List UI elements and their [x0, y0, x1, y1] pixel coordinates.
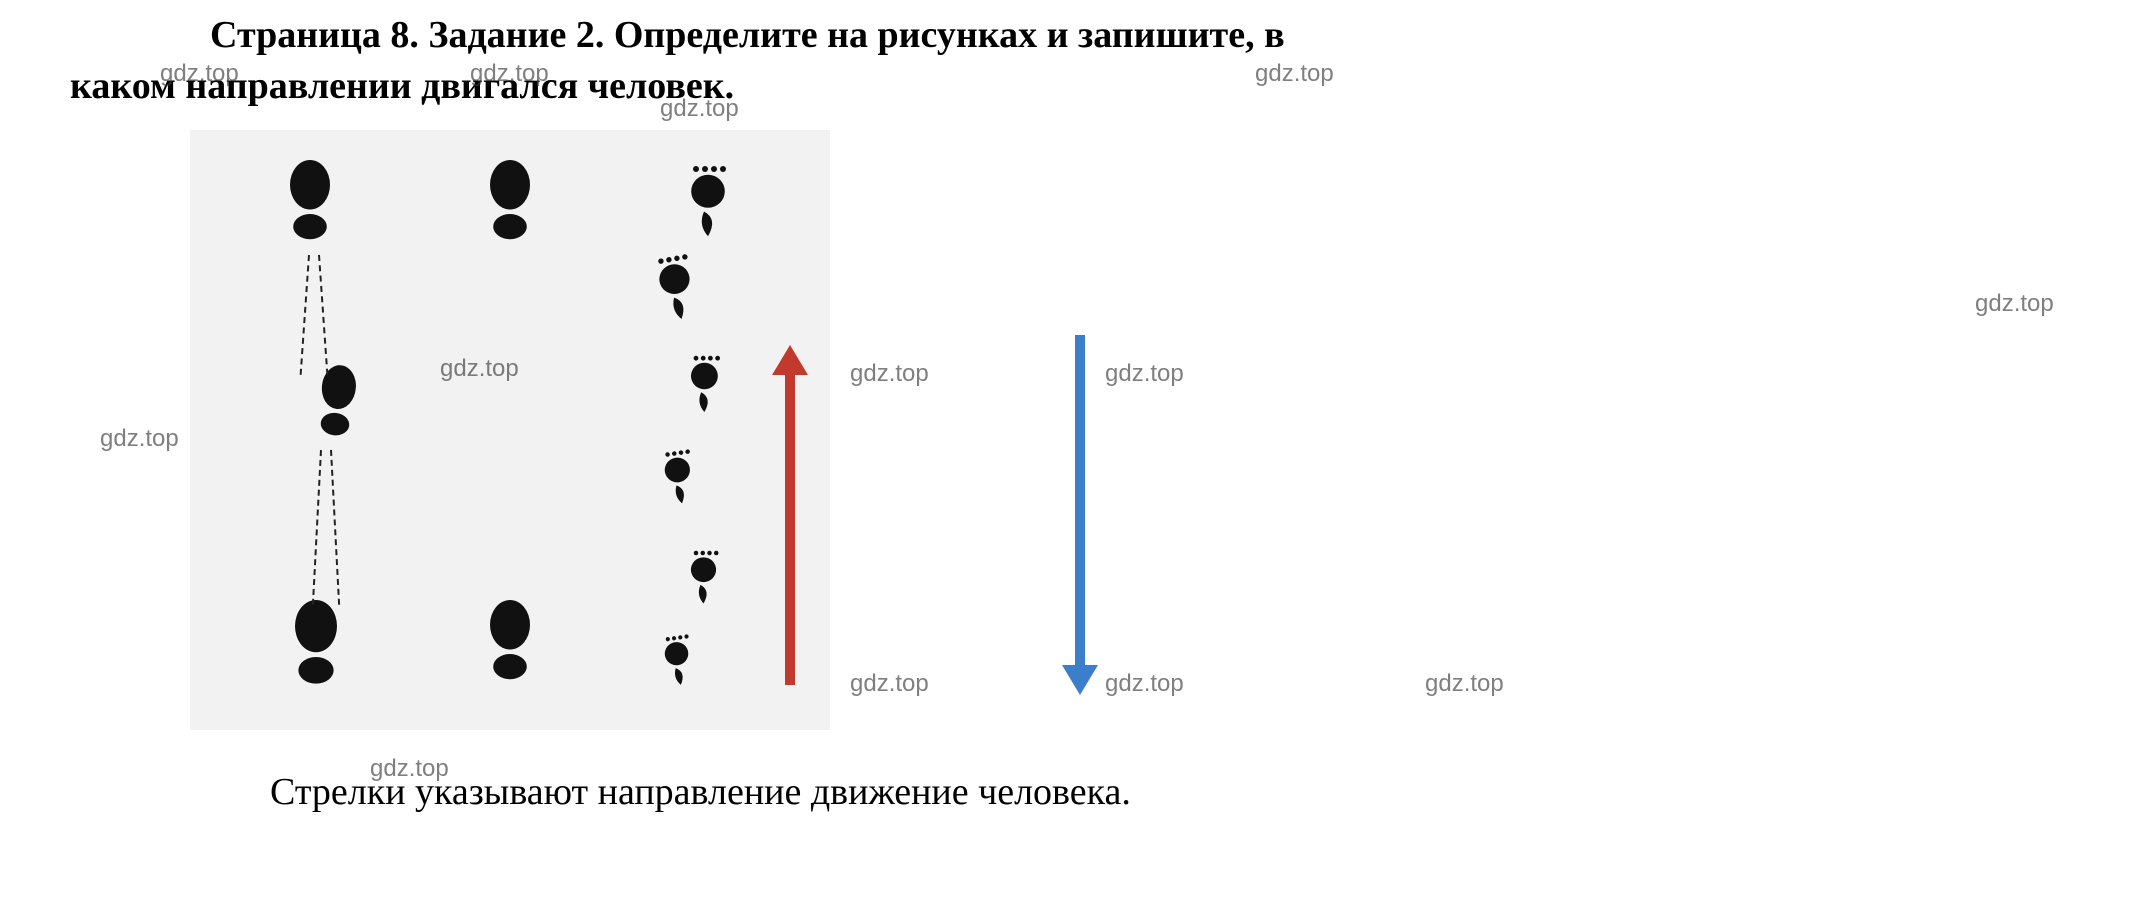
bare-footprint	[690, 550, 720, 606]
shoe-print	[295, 600, 337, 695]
watermark-text: gdz.top	[1105, 670, 1184, 698]
watermark-text: gdz.top	[1425, 670, 1504, 698]
task-heading: Страница 8. Задание 2. Определите на рис…	[70, 10, 2060, 113]
heading-line2: каком направлении двигался человек.	[70, 65, 734, 107]
page-root: Страница 8. Задание 2. Определите на рис…	[0, 0, 2131, 921]
footprint-figure	[190, 130, 830, 730]
figure-caption: Стрелки указывают направление движение ч…	[270, 770, 1131, 814]
bare-footprint	[661, 633, 696, 689]
watermark-text: gdz.top	[850, 670, 929, 698]
bare-footprint	[690, 355, 722, 415]
watermark-text: gdz.top	[100, 425, 179, 453]
shoe-print	[290, 160, 330, 250]
watermark-text: gdz.top	[850, 360, 929, 388]
bare-footprint	[690, 165, 730, 240]
shoe-print	[316, 363, 358, 446]
watermark-text: gdz.top	[1105, 360, 1184, 388]
shoe-print	[490, 600, 530, 690]
bare-footprint	[661, 448, 699, 508]
drag-line	[330, 450, 340, 605]
heading-line1: Страница 8. Задание 2. Определите на рис…	[210, 14, 1285, 56]
drag-line	[312, 450, 322, 605]
shoe-print	[490, 160, 530, 250]
drag-line	[300, 255, 310, 375]
watermark-text: gdz.top	[1975, 290, 2054, 318]
drag-line	[318, 255, 328, 375]
bare-footprint	[654, 252, 701, 325]
direction-arrow-up	[770, 345, 810, 685]
direction-arrow-down	[1060, 335, 1100, 695]
